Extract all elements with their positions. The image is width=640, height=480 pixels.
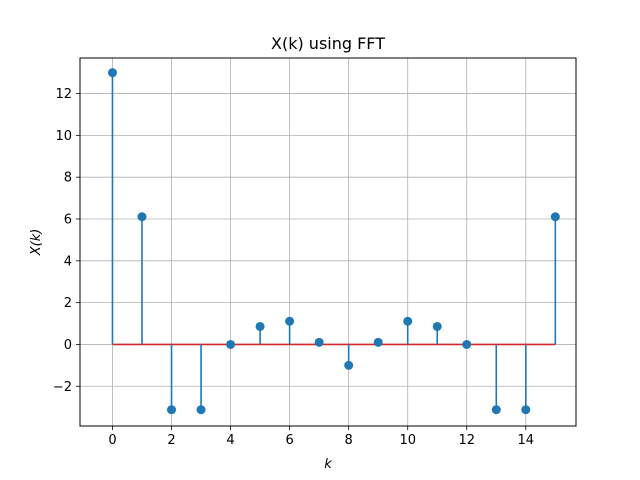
x-tick-label: 4	[226, 433, 234, 448]
stem-marker	[314, 337, 324, 347]
x-tick-label: 12	[458, 433, 475, 448]
stem-marker	[403, 316, 413, 326]
x-axis-label: k	[324, 457, 332, 472]
grid	[80, 58, 576, 426]
x-ticks: 0 2 4 6 8 10 12 14	[108, 426, 534, 448]
x-tick-label: 6	[285, 433, 293, 448]
stem-marker	[521, 405, 531, 415]
stem-marker	[137, 212, 147, 222]
stem-marker	[491, 405, 501, 415]
x-tick-label: 10	[399, 433, 416, 448]
x-tick-label: 0	[108, 433, 116, 448]
stem-marker	[255, 321, 265, 331]
stem-marker	[373, 337, 383, 347]
markers	[107, 68, 560, 415]
stem-marker	[196, 405, 206, 415]
y-tick-label: 0	[64, 338, 72, 353]
x-tick-label: 14	[518, 433, 535, 448]
stem-marker	[107, 68, 117, 78]
y-ticks: −2 0 2 4 6 8 10 12	[53, 87, 80, 395]
y-tick-label: 12	[55, 87, 72, 102]
y-tick-label: 6	[64, 213, 72, 228]
stem-marker	[226, 339, 236, 349]
stem-marker	[462, 339, 472, 349]
y-axis-label: X(k)	[29, 229, 44, 257]
y-tick-label: 4	[64, 254, 72, 269]
x-tick-label: 2	[167, 433, 175, 448]
stem-marker	[432, 321, 442, 331]
chart-title: X(k) using FFT	[271, 34, 385, 53]
stem-marker	[167, 405, 177, 415]
y-tick-label: 2	[64, 296, 72, 311]
x-tick-label: 8	[345, 433, 353, 448]
stem-marker	[285, 316, 295, 326]
y-tick-label: 8	[64, 171, 72, 186]
stem-marker	[344, 360, 354, 370]
y-tick-label: 10	[55, 129, 72, 144]
stem-marker	[550, 212, 560, 222]
y-tick-label: −2	[53, 380, 72, 395]
plot-frame	[79, 57, 577, 427]
